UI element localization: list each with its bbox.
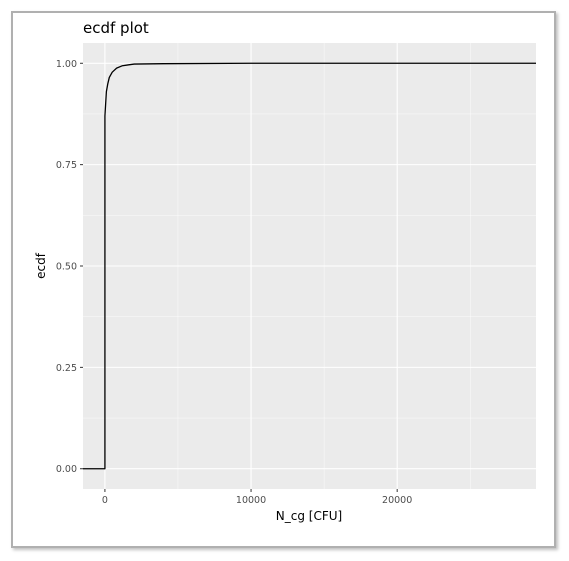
x-tick-label: 10000 [236, 495, 266, 506]
y-tick-label: 0.00 [56, 464, 77, 475]
x-tick-label: 0 [102, 495, 108, 506]
x-axis-label: N_cg [CFU] [276, 509, 342, 523]
y-axis-label: ecdf [34, 252, 48, 279]
y-tick-label: 0.75 [56, 160, 77, 171]
chart-title: ecdf plot [83, 19, 149, 37]
y-axis: 0.00 0.25 0.50 0.75 1.00 [56, 59, 83, 475]
series-layer [83, 62, 536, 470]
y-tick-label: 0.25 [56, 363, 77, 374]
ecdf-line [83, 62, 536, 470]
y-tick-label: 1.00 [56, 59, 77, 70]
y-tick-label: 0.50 [56, 262, 77, 273]
x-tick-label: 20000 [382, 495, 412, 506]
x-axis: 0 10000 20000 [102, 489, 412, 506]
